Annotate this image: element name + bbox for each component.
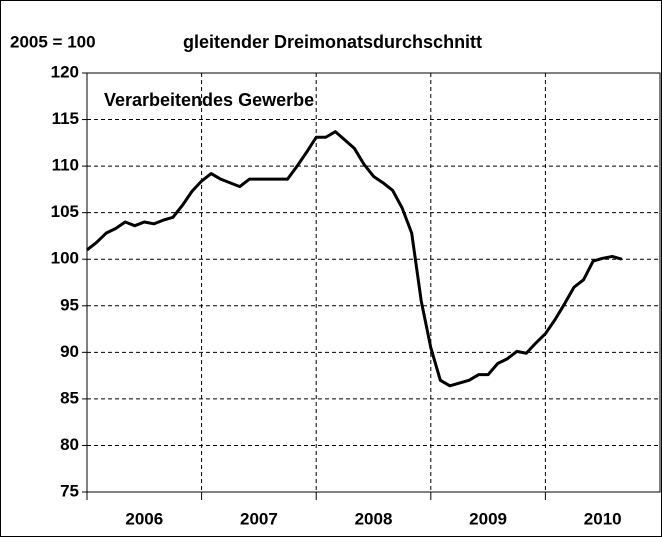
y-tick-label: 100 [51, 249, 79, 268]
y-tick-label: 120 [51, 62, 79, 81]
y-tick-label: 95 [60, 295, 79, 314]
x-tick-label: 2006 [125, 509, 163, 528]
x-tick-label: 2008 [355, 509, 393, 528]
y-tick-label: 110 [52, 156, 79, 175]
y-tick-label: 75 [60, 481, 79, 500]
annotation: Verarbeitendes Gewerbe [104, 90, 314, 110]
chart-subtitle: 2005 = 100 [10, 32, 96, 51]
x-tick-label: 2009 [469, 509, 507, 528]
plot-area [86, 72, 661, 493]
y-tick-label: 115 [52, 109, 79, 128]
y-tick-label: 85 [60, 388, 79, 407]
chart-title: gleitender Dreimonatsdurchschnitt [183, 32, 482, 52]
y-tick-label: 80 [60, 435, 79, 454]
x-tick-label: 2010 [584, 509, 622, 528]
line-series [86, 130, 623, 388]
y-tick-label: 90 [60, 342, 79, 361]
y-tick-label: 105 [51, 202, 79, 221]
x-tick-label: 2007 [240, 509, 278, 528]
